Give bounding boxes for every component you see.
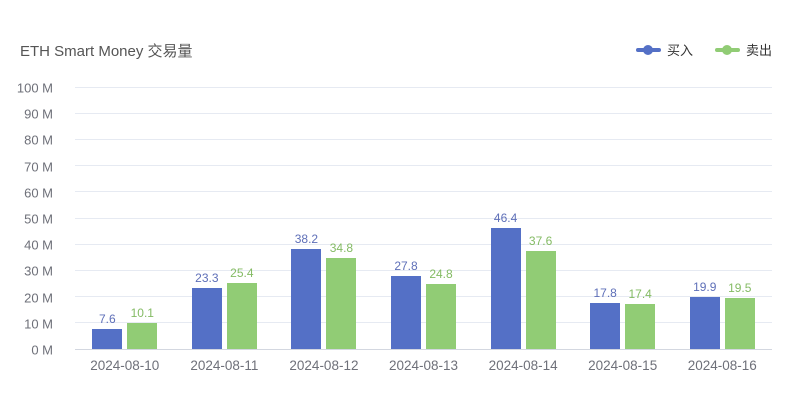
legend-item-卖出[interactable]: 卖出 bbox=[714, 40, 772, 59]
y-tick-label: 50 M bbox=[24, 211, 53, 227]
bar-卖出[interactable] bbox=[226, 282, 257, 349]
bar-value-label: 23.3 bbox=[195, 271, 219, 286]
bar-wrap: 37.6 bbox=[525, 233, 556, 349]
bar-买入[interactable] bbox=[689, 297, 720, 349]
bar-买入[interactable] bbox=[490, 227, 521, 349]
x-tick-label: 2024-08-13 bbox=[388, 358, 459, 373]
bar-卖出[interactable] bbox=[625, 303, 656, 349]
x-tick-label: 2024-08-14 bbox=[488, 358, 558, 373]
bar-value-label: 27.8 bbox=[394, 259, 418, 274]
plot-area: 7.6 10.1 23.3 25.4 38.2 34.8 27.8 24.8 46.4 37.6 1… bbox=[75, 87, 772, 350]
bar-wrap: 17.4 bbox=[625, 286, 656, 349]
bar-group: 27.8 24.8 bbox=[374, 88, 474, 349]
bar-买入[interactable] bbox=[291, 249, 322, 349]
bar-wrap: 34.8 bbox=[326, 241, 357, 349]
gridline bbox=[75, 87, 772, 88]
y-tick-label: 70 M bbox=[24, 159, 53, 175]
bar-group: 7.6 10.1 bbox=[75, 88, 175, 349]
x-tick-label: 2024-08-10 bbox=[90, 358, 160, 373]
x-tick-label: 2024-08-12 bbox=[289, 358, 359, 373]
y-axis-labels: 0 M 10 M 20 M 30 M 40 M 50 M 60 M 70 M 80 M 90 M 1… bbox=[0, 81, 63, 358]
bar-买入[interactable] bbox=[590, 302, 621, 349]
bar-卖出[interactable] bbox=[525, 250, 556, 349]
bar-wrap: 10.1 bbox=[127, 305, 158, 349]
bar-wrap: 17.8 bbox=[590, 285, 621, 349]
bar-卖出[interactable] bbox=[426, 284, 457, 349]
bar-买入[interactable] bbox=[92, 329, 123, 349]
legend-item-买入[interactable]: 买入 bbox=[635, 40, 693, 59]
legend-marker-icon bbox=[714, 44, 740, 56]
gridline bbox=[75, 139, 772, 141]
y-tick-label: 30 M bbox=[24, 263, 53, 279]
gridline bbox=[75, 243, 772, 245]
y-tick-label: 60 M bbox=[24, 185, 53, 201]
y-tick-label: 90 M bbox=[24, 106, 53, 122]
bar-group: 19.9 19.5 bbox=[672, 88, 772, 349]
bar-卖出[interactable] bbox=[326, 258, 357, 349]
bar-买入[interactable] bbox=[191, 288, 222, 349]
legend-marker-icon bbox=[635, 44, 661, 56]
gridline bbox=[75, 295, 772, 297]
bar-value-label: 19.5 bbox=[728, 281, 752, 296]
gridline bbox=[75, 191, 772, 193]
legend: 买入 卖出 bbox=[635, 40, 772, 59]
x-tick-label: 2024-08-11 bbox=[190, 358, 259, 373]
bar-group: 17.8 17.4 bbox=[573, 88, 673, 349]
x-axis-labels: 2024-08-10 2024-08-11 2024-08-12 2024-08-13… bbox=[75, 358, 772, 373]
y-tick-label: 80 M bbox=[24, 132, 53, 148]
bar-value-label: 7.6 bbox=[98, 312, 116, 327]
bar-value-label: 25.4 bbox=[230, 265, 254, 280]
bar-wrap: 25.4 bbox=[226, 265, 257, 349]
bar-value-label: 34.8 bbox=[329, 241, 354, 256]
bar-value-label: 38.2 bbox=[294, 232, 319, 247]
bar-value-label: 17.8 bbox=[593, 285, 617, 300]
bar-买入[interactable] bbox=[391, 276, 422, 349]
y-tick-label: 0 M bbox=[31, 342, 53, 358]
bar-wrap: 23.3 bbox=[191, 271, 222, 349]
legend-label: 买入 bbox=[666, 43, 693, 58]
bar-value-label: 24.8 bbox=[429, 267, 453, 282]
gridline bbox=[75, 165, 772, 167]
bar-value-label: 17.4 bbox=[628, 286, 652, 301]
bar-wrap: 7.6 bbox=[92, 312, 123, 349]
y-tick-label: 20 M bbox=[24, 290, 53, 306]
bar-wrap: 27.8 bbox=[391, 259, 422, 349]
bar-value-label: 19.9 bbox=[693, 280, 717, 295]
x-tick-label: 2024-08-16 bbox=[687, 358, 757, 373]
bar-wrap: 38.2 bbox=[291, 232, 322, 349]
bar-卖出[interactable] bbox=[724, 298, 755, 349]
gridline bbox=[75, 113, 772, 115]
bar-columns: 7.6 10.1 23.3 25.4 38.2 34.8 27.8 24.8 46.4 37.6 1… bbox=[75, 88, 772, 349]
bar-group: 23.3 25.4 bbox=[175, 88, 275, 349]
bar-value-label: 10.1 bbox=[130, 305, 154, 320]
gridline bbox=[75, 321, 772, 323]
y-tick-label: 40 M bbox=[24, 237, 53, 253]
chart-title: ETH Smart Money 交易量 bbox=[20, 43, 193, 60]
bar-wrap: 46.4 bbox=[490, 210, 521, 349]
gridline bbox=[75, 217, 772, 219]
y-tick-label: 10 M bbox=[24, 316, 53, 332]
bar-value-label: 37.6 bbox=[528, 233, 553, 248]
bar-卖出[interactable] bbox=[127, 322, 158, 349]
bar-group: 46.4 37.6 bbox=[473, 88, 573, 349]
gridline bbox=[75, 269, 772, 271]
bar-wrap: 19.5 bbox=[724, 281, 755, 349]
bar-wrap: 19.9 bbox=[689, 280, 720, 349]
legend-label: 卖出 bbox=[745, 43, 772, 58]
bar-value-label: 46.4 bbox=[493, 210, 518, 225]
y-tick-label: 100 M bbox=[16, 80, 53, 96]
x-tick-label: 2024-08-15 bbox=[588, 358, 658, 373]
bar-wrap: 24.8 bbox=[426, 267, 457, 349]
bar-group: 38.2 34.8 bbox=[274, 88, 374, 349]
